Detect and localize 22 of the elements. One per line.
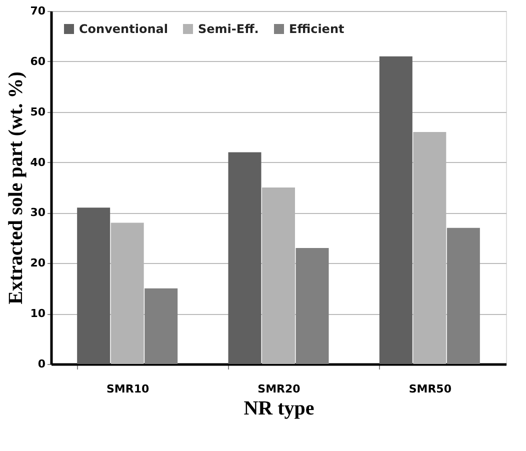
y-tick-label: 70 [30,4,46,18]
bar [77,208,110,364]
legend-label: Conventional [79,22,168,36]
bar [296,248,329,364]
bar [446,228,480,364]
y-tick-label: 50 [30,105,46,118]
legend-label: Semi-Eff. [198,22,259,36]
x-tick-label: SMR10 [106,382,150,396]
y-tick-label: 20 [30,256,46,270]
legend-label: Efficient [289,22,344,36]
bar [228,152,262,364]
y-tick-label: 0 [38,358,46,370]
x-tick-label: SMR20 [258,382,301,396]
y-axis-title: Extracted sole part (wt. %) [5,72,28,304]
x-axis-title: NR type [244,398,314,420]
y-tick-label: 60 [30,54,46,68]
y-tick-label: 10 [30,307,46,320]
bar [379,56,412,364]
bar [144,288,178,364]
y-tick-label: 40 [30,156,46,169]
x-tick-label: SMR50 [408,382,452,396]
y-tick-label: 30 [30,206,46,220]
